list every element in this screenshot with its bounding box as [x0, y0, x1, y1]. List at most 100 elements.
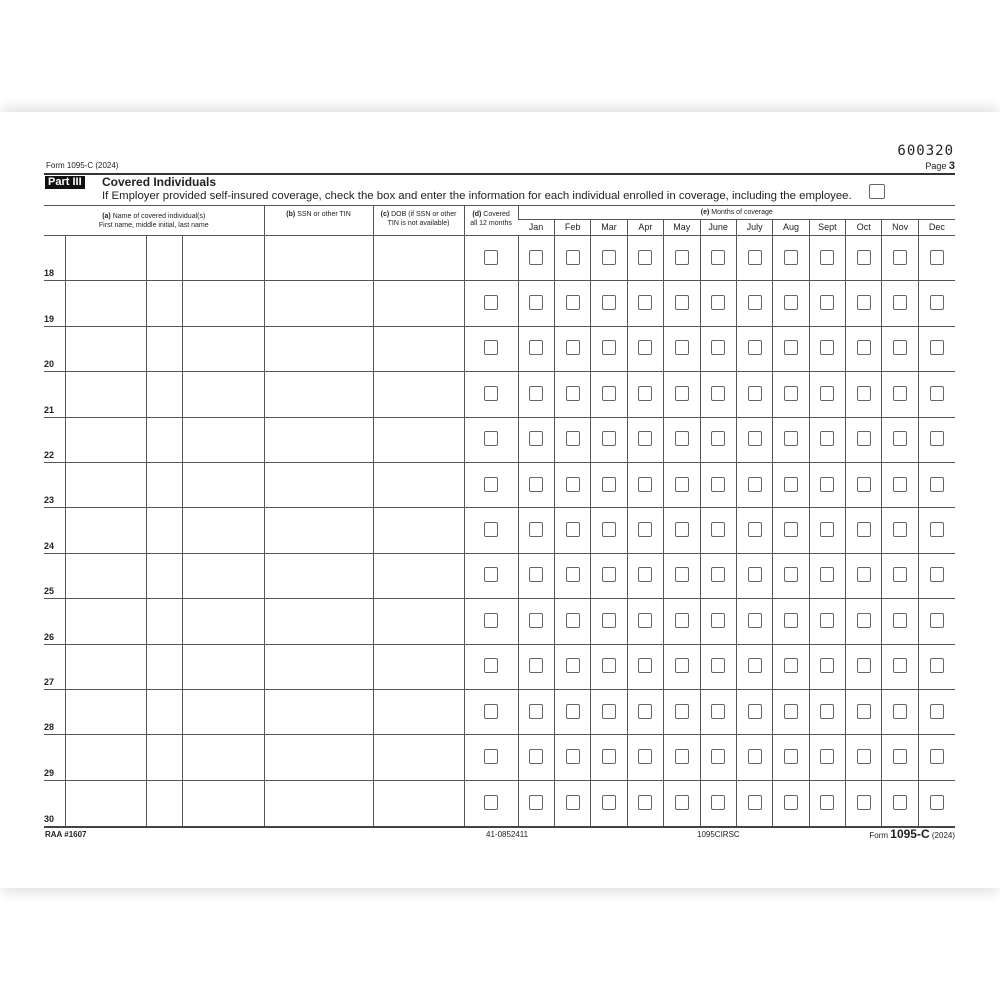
- first-name-field[interactable]: [64, 780, 146, 826]
- month-checkbox-nov[interactable]: [893, 703, 908, 719]
- month-checkbox-july[interactable]: [747, 748, 762, 764]
- month-checkbox-feb[interactable]: [565, 522, 580, 538]
- first-name-field[interactable]: [64, 235, 146, 281]
- month-checkbox-nov[interactable]: [893, 612, 908, 628]
- month-checkbox-mar[interactable]: [602, 431, 617, 447]
- month-checkbox-june[interactable]: [711, 703, 726, 719]
- month-checkbox-jan[interactable]: [529, 658, 544, 674]
- month-checkbox-oct[interactable]: [856, 431, 871, 447]
- month-checkbox-oct[interactable]: [856, 567, 871, 583]
- all-12-months-checkbox[interactable]: [484, 703, 499, 719]
- month-checkbox-june[interactable]: [711, 476, 726, 492]
- month-checkbox-sept[interactable]: [820, 295, 835, 311]
- month-checkbox-may[interactable]: [674, 748, 689, 764]
- month-checkbox-nov[interactable]: [893, 431, 908, 447]
- last-name-field[interactable]: [181, 462, 265, 508]
- month-checkbox-dec[interactable]: [929, 522, 944, 538]
- dob-field[interactable]: [372, 598, 465, 645]
- month-checkbox-jan[interactable]: [529, 385, 544, 401]
- dob-field[interactable]: [372, 371, 465, 418]
- month-checkbox-aug[interactable]: [783, 612, 798, 628]
- middle-initial-field[interactable]: [145, 598, 182, 645]
- month-checkbox-feb[interactable]: [565, 612, 580, 628]
- month-checkbox-may[interactable]: [674, 522, 689, 538]
- month-checkbox-aug[interactable]: [783, 340, 798, 356]
- month-checkbox-mar[interactable]: [602, 476, 617, 492]
- month-checkbox-july[interactable]: [747, 794, 762, 810]
- ssn-field[interactable]: [263, 644, 374, 690]
- month-checkbox-oct[interactable]: [856, 703, 871, 719]
- all-12-months-checkbox[interactable]: [484, 658, 499, 674]
- dob-field[interactable]: [372, 553, 465, 599]
- month-checkbox-sept[interactable]: [820, 431, 835, 447]
- month-checkbox-may[interactable]: [674, 431, 689, 447]
- all-12-months-checkbox[interactable]: [484, 295, 499, 311]
- first-name-field[interactable]: [64, 507, 146, 554]
- middle-initial-field[interactable]: [145, 235, 182, 281]
- self-insured-checkbox[interactable]: [869, 184, 885, 199]
- month-checkbox-aug[interactable]: [783, 703, 798, 719]
- month-checkbox-mar[interactable]: [602, 249, 617, 265]
- month-checkbox-may[interactable]: [674, 385, 689, 401]
- month-checkbox-may[interactable]: [674, 476, 689, 492]
- month-checkbox-mar[interactable]: [602, 703, 617, 719]
- dob-field[interactable]: [372, 689, 465, 735]
- month-checkbox-oct[interactable]: [856, 340, 871, 356]
- dob-field[interactable]: [372, 462, 465, 508]
- month-checkbox-feb[interactable]: [565, 385, 580, 401]
- ssn-field[interactable]: [263, 280, 374, 327]
- ssn-field[interactable]: [263, 734, 374, 781]
- month-checkbox-sept[interactable]: [820, 658, 835, 674]
- last-name-field[interactable]: [181, 689, 265, 735]
- month-checkbox-dec[interactable]: [929, 340, 944, 356]
- all-12-months-checkbox[interactable]: [484, 385, 499, 401]
- month-checkbox-oct[interactable]: [856, 522, 871, 538]
- month-checkbox-mar[interactable]: [602, 748, 617, 764]
- month-checkbox-feb[interactable]: [565, 295, 580, 311]
- month-checkbox-may[interactable]: [674, 249, 689, 265]
- month-checkbox-oct[interactable]: [856, 658, 871, 674]
- all-12-months-checkbox[interactable]: [484, 249, 499, 265]
- ssn-field[interactable]: [263, 462, 374, 508]
- month-checkbox-aug[interactable]: [783, 658, 798, 674]
- ssn-field[interactable]: [263, 235, 374, 281]
- month-checkbox-may[interactable]: [674, 612, 689, 628]
- middle-initial-field[interactable]: [145, 507, 182, 554]
- month-checkbox-dec[interactable]: [929, 249, 944, 265]
- month-checkbox-dec[interactable]: [929, 794, 944, 810]
- month-checkbox-feb[interactable]: [565, 703, 580, 719]
- middle-initial-field[interactable]: [145, 417, 182, 463]
- month-checkbox-jan[interactable]: [529, 703, 544, 719]
- month-checkbox-oct[interactable]: [856, 748, 871, 764]
- ssn-field[interactable]: [263, 780, 374, 826]
- month-checkbox-jan[interactable]: [529, 476, 544, 492]
- first-name-field[interactable]: [64, 326, 146, 372]
- middle-initial-field[interactable]: [145, 553, 182, 599]
- month-checkbox-feb[interactable]: [565, 748, 580, 764]
- month-checkbox-sept[interactable]: [820, 385, 835, 401]
- ssn-field[interactable]: [263, 553, 374, 599]
- month-checkbox-feb[interactable]: [565, 476, 580, 492]
- month-checkbox-may[interactable]: [674, 703, 689, 719]
- month-checkbox-apr[interactable]: [638, 567, 653, 583]
- first-name-field[interactable]: [64, 689, 146, 735]
- month-checkbox-apr[interactable]: [638, 249, 653, 265]
- ssn-field[interactable]: [263, 417, 374, 463]
- ssn-field[interactable]: [263, 689, 374, 735]
- month-checkbox-mar[interactable]: [602, 385, 617, 401]
- ssn-field[interactable]: [263, 598, 374, 645]
- month-checkbox-july[interactable]: [747, 431, 762, 447]
- month-checkbox-july[interactable]: [747, 385, 762, 401]
- first-name-field[interactable]: [64, 417, 146, 463]
- first-name-field[interactable]: [64, 598, 146, 645]
- middle-initial-field[interactable]: [145, 462, 182, 508]
- month-checkbox-sept[interactable]: [820, 794, 835, 810]
- month-checkbox-apr[interactable]: [638, 295, 653, 311]
- ssn-field[interactable]: [263, 326, 374, 372]
- month-checkbox-feb[interactable]: [565, 249, 580, 265]
- all-12-months-checkbox[interactable]: [484, 431, 499, 447]
- month-checkbox-aug[interactable]: [783, 385, 798, 401]
- month-checkbox-apr[interactable]: [638, 748, 653, 764]
- month-checkbox-dec[interactable]: [929, 658, 944, 674]
- month-checkbox-may[interactable]: [674, 658, 689, 674]
